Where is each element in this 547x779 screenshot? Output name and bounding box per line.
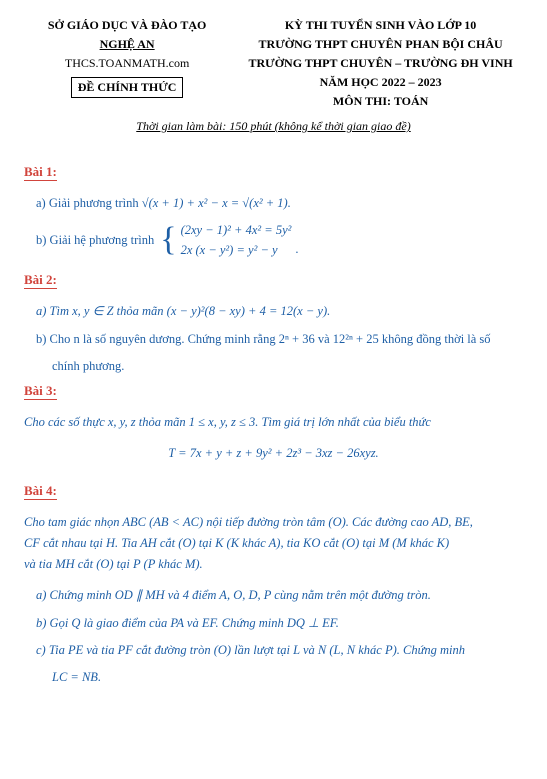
bai2-b: b) Cho n là số nguyên dương. Chứng minh … <box>36 329 523 350</box>
bai1-b-text: b) Giải hệ phương trình <box>36 230 154 251</box>
system-lines: (2xy − 1)² + 4x² = 5y² 2x (x − y²) = y² … <box>181 220 292 260</box>
bai1-a: a) Giải phương trình √(x + 1) + x² − x =… <box>36 193 523 214</box>
bai1-body: a) Giải phương trình √(x + 1) + x² − x =… <box>24 193 523 260</box>
time-line: Thời gian làm bài: 150 phút (không kể th… <box>24 119 523 134</box>
exam-page: SỞ GIÁO DỤC VÀ ĐÀO TẠO NGHỆ AN THCS.TOAN… <box>0 0 547 706</box>
bai1-label: Bài 1: <box>24 164 57 181</box>
header-right: KỲ THI TUYỂN SINH VÀO LỚP 10 TRƯỜNG THPT… <box>238 18 523 113</box>
bai2-body: a) Tìm x, y ∈ Z thỏa mãn (x − y)²(8 − xy… <box>24 301 523 377</box>
source-line: THCS.TOANMATH.com <box>24 56 230 71</box>
subject: MÔN THI: TOÁN <box>238 94 523 109</box>
bai1-b-eq2: 2x (x − y²) = y² − y <box>181 240 292 260</box>
bai3-label: Bài 3: <box>24 383 57 400</box>
official-box: ĐỀ CHÍNH THỨC <box>71 77 184 98</box>
bai1-b-system: { (2xy − 1)² + 4x² = 5y² 2x (x − y²) = y… <box>160 220 298 260</box>
bai1-b-dot: . <box>295 239 298 260</box>
bai4-c-line2: LC = NB. <box>52 667 523 688</box>
bai4-a: a) Chứng minh OD ∥ MH và 4 điểm A, O, D,… <box>36 585 523 606</box>
bai4-p3: và tia MH cắt (O) tại P (P khác M). <box>24 557 203 571</box>
bai4-label: Bài 4: <box>24 483 57 500</box>
bai4-c-line1: c) Tia PE và tia PF cắt đường tròn (O) l… <box>36 643 465 657</box>
bai3-text: Cho các số thực x, y, z thỏa mãn 1 ≤ x, … <box>24 412 523 433</box>
header: SỞ GIÁO DỤC VÀ ĐÀO TẠO NGHỆ AN THCS.TOAN… <box>24 18 523 113</box>
bai4-body: Cho tam giác nhọn ABC (AB < AC) nội tiếp… <box>24 512 523 689</box>
brace-icon: { <box>160 223 176 257</box>
bai2-b-line1: b) Cho n là số nguyên dương. Chứng minh … <box>36 332 491 346</box>
province-line: NGHỆ AN <box>24 37 230 52</box>
bai4-p2: CF cắt nhau tại H. Tia AH cắt (O) tại K … <box>24 536 449 550</box>
bai4-p1: Cho tam giác nhọn ABC (AB < AC) nội tiếp… <box>24 515 473 529</box>
bai2-label: Bài 2: <box>24 272 57 289</box>
dept-line: SỞ GIÁO DỤC VÀ ĐÀO TẠO <box>24 18 230 33</box>
bai4-b: b) Gọi Q là giao điểm của PA và EF. Chứn… <box>36 613 523 634</box>
bai1-a-text: a) Giải phương trình <box>36 196 142 210</box>
bai2-b-cont: chính phương. <box>52 356 523 377</box>
school-year: NĂM HỌC 2022 – 2023 <box>238 75 523 90</box>
header-left: SỞ GIÁO DỤC VÀ ĐÀO TẠO NGHỆ AN THCS.TOAN… <box>24 18 230 113</box>
bai3-body: Cho các số thực x, y, z thỏa mãn 1 ≤ x, … <box>24 412 523 465</box>
exam-title-2: TRƯỜNG THPT CHUYÊN PHAN BỘI CHÂU <box>238 37 523 52</box>
bai1-b-eq1: (2xy − 1)² + 4x² = 5y² <box>181 220 292 240</box>
exam-title-3: TRƯỜNG THPT CHUYÊN – TRƯỜNG ĐH VINH <box>238 56 523 71</box>
bai3-formula: T = 7x + y + z + 9y² + 2z³ − 3xz − 26xyz… <box>24 443 523 464</box>
bai2-a: a) Tìm x, y ∈ Z thỏa mãn (x − y)²(8 − xy… <box>36 301 523 322</box>
bai4-c: c) Tia PE và tia PF cắt đường tròn (O) l… <box>36 640 523 661</box>
bai1-b: b) Giải hệ phương trình { (2xy − 1)² + 4… <box>36 220 523 260</box>
bai1-a-math: √(x + 1) + x² − x = √(x² + 1). <box>142 196 291 210</box>
exam-title-1: KỲ THI TUYỂN SINH VÀO LỚP 10 <box>238 18 523 33</box>
bai4-intro: Cho tam giác nhọn ABC (AB < AC) nội tiếp… <box>24 512 523 576</box>
